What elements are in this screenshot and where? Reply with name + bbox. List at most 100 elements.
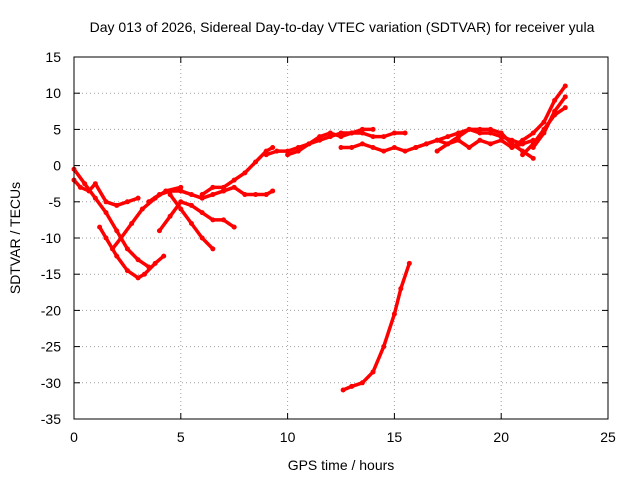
data-point [445,141,451,147]
data-point [231,177,237,183]
data-point [274,148,280,154]
data-point [402,130,408,136]
data-point [178,188,184,194]
series-arc-climb-lower [221,184,276,198]
data-point [402,148,408,154]
data-point [423,141,429,147]
data-point [541,130,547,136]
y-axis-label: SDTVAR / TECUs [7,182,23,294]
y-tick-label: -15 [41,266,61,282]
data-point [221,184,227,190]
data-point [178,199,184,205]
data-point [135,257,141,263]
data-point [263,148,269,154]
data-point [242,170,248,176]
x-tick-label: 0 [70,429,78,445]
data-point [530,155,536,161]
data-point [498,137,504,143]
data-point [77,184,83,190]
data-point [253,159,259,165]
data-point [295,148,301,154]
data-point [477,137,483,143]
data-point [178,206,184,212]
data-point [270,188,276,194]
data-point [530,145,536,150]
data-point [103,235,109,241]
x-axis-label: GPS time / hours [288,457,395,473]
x-tick-label: 10 [280,429,296,445]
data-point [381,134,387,140]
y-tick-label: -25 [41,339,61,355]
data-point [167,192,173,198]
series-line [72,167,151,269]
data-point [391,311,397,317]
data-point [97,224,103,230]
data-point [118,235,124,241]
data-point [391,130,397,136]
series-arc-afternoon-outlier [340,260,412,393]
grid [74,57,608,419]
data-point [340,387,346,393]
data-point [338,130,344,136]
series-line [531,95,568,150]
series-arc-early-minimum [97,224,167,281]
data-point [562,94,568,100]
data-point [188,221,194,227]
y-tick-label: 5 [53,121,61,137]
data-point [477,126,483,132]
axis-ticks: 0 5 10 15 20 25 15 10 5 0 -5 -10 -15 -20 -25 -30 -35 [41,49,616,445]
data-point [477,130,483,136]
series-arc-midday-a [263,130,408,158]
data-point [381,148,387,154]
chart-title: Day 013 of 2026, Sidereal Day-to-day VTE… [90,19,595,35]
data-point [156,228,162,234]
data-point [370,369,376,375]
data-point [434,148,440,154]
data-point [114,202,120,208]
data-point [541,119,547,125]
series-arc-evening-rise-a [509,83,568,150]
data-point [263,192,269,198]
series-arc-midday-c [338,137,526,154]
data-point [109,246,115,252]
x-tick-label: 25 [600,429,616,445]
data-point [338,145,344,150]
series-arc-midmorning-b [167,192,216,252]
data-point [242,192,248,198]
data-point [92,195,98,201]
data-point [231,184,237,190]
series-arc-midmorning-c [156,199,237,234]
y-tick-label: -30 [41,375,61,391]
data-point [86,188,92,194]
data-point [327,134,333,140]
y-tick-label: -20 [41,302,61,318]
data-point [253,192,259,198]
data-point [231,224,237,230]
data-point [520,152,526,158]
data-point [562,83,568,89]
y-tick-label: 10 [45,85,61,101]
data-point [498,130,504,136]
data-point [349,383,355,389]
data-point [552,108,558,114]
series-arc-afternoon-b [434,126,536,161]
data-point [188,192,194,198]
y-tick-label: -5 [49,194,62,210]
data-point [391,145,397,150]
x-tick-label: 15 [387,429,403,445]
x-tick-label: 20 [493,429,509,445]
data-point [552,97,558,103]
data-point [124,246,130,252]
series-arc-early-upper [71,177,141,208]
data-point [349,145,355,150]
series-line [435,127,535,161]
data-point [103,199,109,205]
data-point [306,141,312,147]
data-point [221,188,227,194]
data-point [359,126,365,132]
data-point [270,145,276,150]
series-line [97,225,166,280]
data-point [509,145,515,150]
data-point [562,105,568,111]
data-point [285,152,291,158]
